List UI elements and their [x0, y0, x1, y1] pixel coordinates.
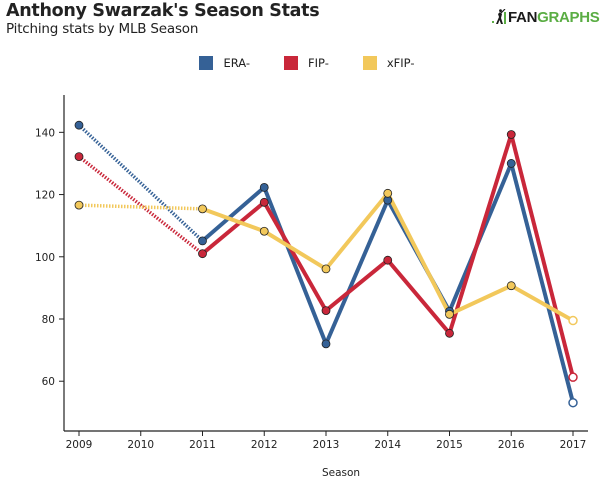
logo-text-graphs: GRAPHS — [537, 8, 600, 26]
data-point-xfip — [506, 281, 516, 291]
data-point-era — [259, 182, 269, 192]
data-point-era — [506, 159, 516, 168]
data-point-xfip — [383, 188, 393, 198]
y-tick-label: 100 — [35, 252, 55, 264]
data-point-era — [198, 236, 207, 246]
x-tick-label: 2016 — [498, 439, 525, 451]
data-point-fip — [74, 152, 84, 162]
data-point-fip — [506, 130, 516, 139]
data-point-fip — [321, 306, 331, 316]
logo-text-fan: FAN — [508, 8, 538, 26]
series-era-gap-segment — [77, 123, 204, 243]
legend-item-fip[interactable]: FIP- — [284, 56, 329, 70]
data-point-fip — [259, 197, 269, 207]
legend-item-xfip[interactable]: xFIP- — [362, 56, 415, 70]
chart-subtitle: Pitching stats by MLB Season — [6, 21, 199, 37]
data-point-era — [321, 339, 331, 349]
data-point-era — [568, 397, 578, 408]
series-layer — [77, 123, 575, 404]
data-point-xfip — [259, 226, 269, 236]
batter-icon — [492, 8, 506, 25]
x-tick-label: 2010 — [127, 439, 154, 451]
data-point-fip — [445, 328, 454, 338]
y-tick-label: 60 — [42, 376, 55, 388]
series-fip-segment — [262, 201, 328, 312]
series-era-segment — [262, 186, 328, 345]
series-xfip-gap-segment — [78, 203, 203, 211]
x-tick-label: 2013 — [313, 439, 340, 451]
data-point-xfip — [321, 264, 331, 274]
legend-label-era: ERA- — [223, 56, 251, 70]
series-fip-segment — [201, 200, 266, 256]
fangraphs-logo: FAN GRAPHS — [492, 8, 600, 26]
x-tick-label: 2014 — [374, 439, 401, 451]
series-xfip-segment — [201, 206, 265, 234]
series-fip-segment — [386, 258, 452, 335]
series-xfip-segment — [263, 229, 328, 271]
series-fip-segment — [324, 258, 390, 313]
legend-swatch-xfip — [362, 56, 377, 70]
data-point-fip — [568, 372, 578, 382]
data-point-xfip — [445, 309, 454, 319]
series-xfip-segment — [385, 192, 452, 316]
series-xfip-segment — [510, 283, 574, 323]
x-tick-label: 2011 — [189, 439, 216, 451]
series-xfip-segment — [324, 192, 390, 271]
series-era-segment — [509, 162, 575, 404]
x-tick-label: 2017 — [560, 439, 587, 451]
data-point-xfip — [568, 315, 578, 326]
series-xfip-segment — [448, 283, 513, 317]
chart-legend: ERA- FIP- xFIP- — [0, 56, 614, 70]
series-fip-segment — [509, 134, 575, 378]
data-point-fip — [198, 249, 207, 259]
data-point-fip — [383, 255, 393, 265]
y-tick-label: 140 — [35, 127, 55, 139]
points-layer — [74, 120, 578, 408]
x-tick-label: 2012 — [251, 439, 278, 451]
legend-swatch-fip — [284, 56, 299, 70]
chart-title: Anthony Swarzak's Season Stats — [6, 1, 320, 21]
data-point-xfip — [198, 204, 207, 214]
x-axis-title: Season — [322, 467, 360, 479]
series-fip-gap-segment — [77, 155, 204, 256]
legend-swatch-era — [199, 56, 214, 70]
data-point-xfip — [74, 200, 84, 210]
y-tick-label: 120 — [35, 190, 55, 202]
series-fip-segment — [447, 133, 514, 334]
legend-label-xfip: xFIP- — [386, 56, 415, 70]
series-era-segment — [324, 199, 390, 345]
data-point-era — [74, 120, 84, 130]
axes: 60 80 100 120 140 2009 2010 2011 2012 2013 2014 201… — [35, 95, 588, 451]
y-tick-label: 80 — [42, 314, 55, 326]
x-tick-label: 2009 — [66, 439, 93, 451]
x-tick-label: 2015 — [436, 439, 463, 451]
series-era-segment — [201, 185, 266, 243]
legend-item-era[interactable]: ERA- — [199, 56, 250, 70]
legend-label-fip: FIP- — [308, 56, 329, 70]
